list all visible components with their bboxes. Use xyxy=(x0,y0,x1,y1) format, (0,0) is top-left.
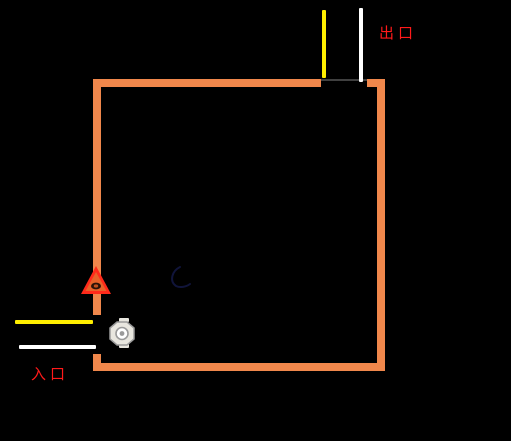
exit-guide-lines xyxy=(322,8,363,82)
exit-white-line xyxy=(359,8,363,82)
wall-top-right xyxy=(367,79,385,87)
wall-left-upper xyxy=(93,79,101,315)
wall-right xyxy=(377,79,385,371)
wall-bottom xyxy=(93,363,385,371)
exit-label: 出口 xyxy=(379,24,418,42)
wall-left-lower xyxy=(93,354,101,371)
robot-cleaner-icon xyxy=(109,318,135,348)
enclosure-walls xyxy=(93,79,385,371)
entrance-white-line xyxy=(19,345,96,349)
entrance-yellow-line xyxy=(15,320,93,324)
arc-mark-icon xyxy=(171,266,191,289)
warning-triangle-icon xyxy=(81,266,111,294)
entrance-guide-lines xyxy=(15,320,96,349)
exit-yellow-line xyxy=(322,10,326,78)
wall-top-left xyxy=(93,79,321,87)
entrance-label: 入口 xyxy=(31,365,70,383)
